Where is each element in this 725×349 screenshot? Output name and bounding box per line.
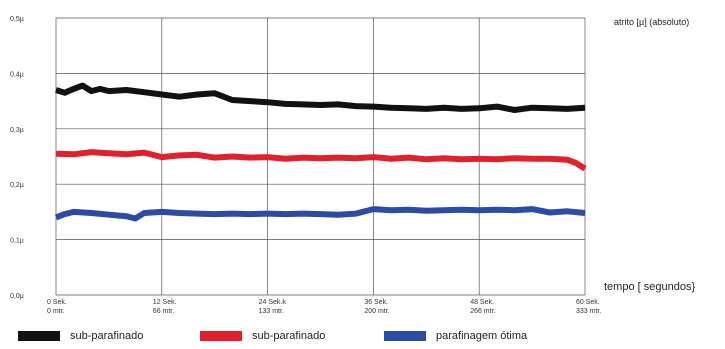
- series-line-0: [55, 82, 586, 113]
- y-axis-label: atrito [µ] (absoluto): [614, 17, 689, 27]
- y-axis-ticks: 0,5µ 0,4µ 0,3µ 0,2µ 0,1µ 0,0µ: [10, 16, 24, 300]
- legend-swatch-blue: [384, 331, 426, 341]
- x-tick-label: 48 Sek.: [470, 299, 494, 306]
- x-tick-sublabel: 266 mtr.: [470, 308, 495, 315]
- legend-label-blue: parafinagem ótima: [436, 330, 528, 342]
- x-tick-sublabel: 200 mtr.: [364, 308, 389, 315]
- x-tick-sublabel: 66 mtr.: [153, 308, 174, 315]
- y-tick-label: 0,5µ: [10, 16, 24, 23]
- x-tick-label: 36 Sek.: [364, 299, 388, 306]
- x-tick-label: 60 Sek.: [576, 299, 600, 306]
- legend-swatch-black: [18, 331, 60, 341]
- y-tick-label: 0,3µ: [10, 127, 24, 134]
- legend-label-red: sub-parafinado: [252, 330, 326, 342]
- chart-legend: sub-parafinado sub-parafinado parafinage…: [0, 330, 725, 348]
- legend-swatch-red: [200, 331, 242, 341]
- x-tick-label: 0 Sek.: [47, 299, 67, 306]
- y-tick-label: 0,1µ: [10, 238, 24, 245]
- x-axis-label: tempo [ segundos}: [604, 281, 695, 293]
- chart-grid: [55, 17, 586, 296]
- x-tick-label: 24 Sek.k: [259, 299, 287, 306]
- series-line-2: [54, 206, 586, 222]
- x-tick-sublabel: 0 mtr.: [47, 308, 65, 315]
- x-axis-ticks: 0 Sek. 0 mtr. 12 Sek. 66 mtr. 24 Sek.k 133 mt…: [47, 299, 601, 315]
- series-lines: [54, 82, 587, 222]
- legend-label-black: sub-parafinado: [70, 330, 144, 342]
- legend-item-red: sub-parafinado: [200, 330, 325, 342]
- x-tick-label: 12 Sek.: [153, 299, 177, 306]
- x-tick-sublabel: 333 mtr.: [576, 308, 601, 315]
- y-tick-label: 0,4µ: [10, 71, 24, 78]
- legend-item-blue: parafinagem ótima: [384, 330, 527, 342]
- y-tick-label: 0,2µ: [10, 182, 24, 189]
- series-line-1: [55, 149, 587, 172]
- legend-item-black: sub-parafinado: [18, 330, 143, 342]
- x-tick-sublabel: 133 mtr.: [259, 308, 284, 315]
- y-tick-label: 0,0µ: [10, 293, 24, 300]
